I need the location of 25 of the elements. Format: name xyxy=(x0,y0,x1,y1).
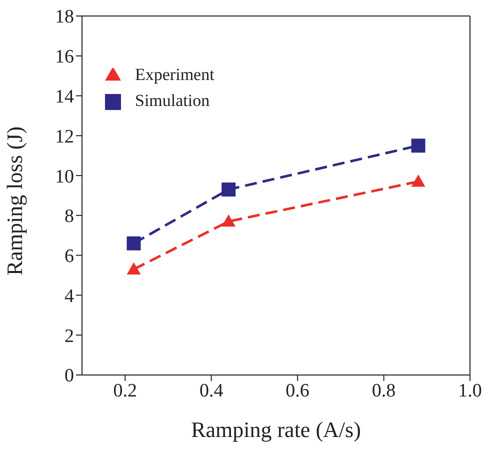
point xyxy=(411,174,426,187)
x-tick-label: 0.2 xyxy=(113,380,137,402)
point xyxy=(222,214,236,227)
x-tick-label: 0.4 xyxy=(199,380,224,402)
y-tick-label: 10 xyxy=(55,166,74,188)
y-tick-label: 18 xyxy=(55,6,74,28)
y-tick-label: 6 xyxy=(64,246,74,268)
y-tick-label: 2 xyxy=(64,326,74,347)
x-axis-title: Ramping rate (A/s) xyxy=(191,417,361,442)
point xyxy=(222,182,236,197)
point xyxy=(126,236,141,250)
x-tick-label: 0.6 xyxy=(286,380,310,402)
y-tick-label: 12 xyxy=(55,126,74,148)
x-tick-label: 0.8 xyxy=(372,380,396,402)
legend-label: Simulation xyxy=(135,91,210,110)
x-tick-label: 1.0 xyxy=(458,380,482,402)
y-tick-label: 16 xyxy=(55,46,74,68)
y-tick-label: 0 xyxy=(64,366,74,387)
legend-label: Experiment xyxy=(135,65,214,84)
y-axis-title: Ramping loss (J) xyxy=(2,126,27,276)
y-tick-label: 4 xyxy=(64,286,74,307)
point xyxy=(411,138,426,153)
y-tick-label: 8 xyxy=(64,206,74,228)
y-tick-label: 14 xyxy=(55,86,74,108)
point xyxy=(126,262,141,275)
